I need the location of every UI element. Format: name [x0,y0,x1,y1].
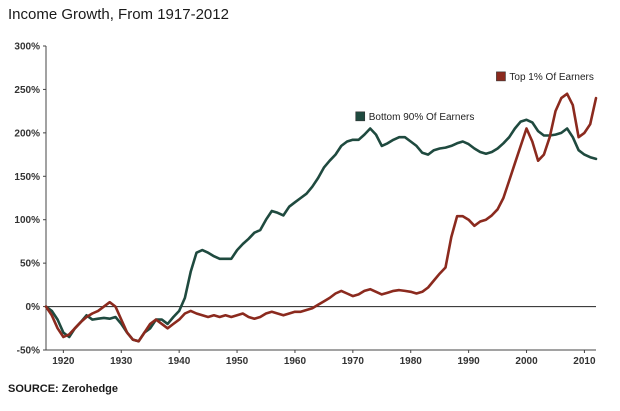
series-labels: Bottom 90% Of Earners Top 1% Of Earners [355,71,594,123]
y-tick-label: 0% [26,302,41,313]
x-tick-label: 2010 [573,356,596,367]
chart-title: Income Growth, From 1917-2012 [8,6,229,23]
x-tick-label: 1950 [226,356,249,367]
x-tick-label: 1920 [52,356,75,367]
legend-label: Bottom 90% Of Earners [369,112,475,123]
series-lines [44,92,598,343]
y-tick-label: 100% [14,215,40,226]
top-1-line [44,92,598,343]
y-tick-label: 200% [14,128,40,139]
legend-label: Top 1% Of Earners [509,72,593,83]
y-tick-label: 150% [14,172,40,183]
bottom-90-line [44,118,598,343]
y-tick-label: 300% [14,42,40,53]
x-tick-label: 1980 [400,356,423,367]
source-note: SOURCE: Zerohedge [8,383,119,395]
x-tick-label: 2000 [515,356,538,367]
legend-swatch [355,111,366,122]
y-tick-label: 50% [20,259,40,270]
x-axis-ticks: 1920 1930 1940 1950 1960 1970 1980 1990 2000 2010 [52,350,596,367]
y-axis-ticks: -50% 0% 50% 100% 150% 200% 250% 300% [14,42,46,357]
x-tick-label: 1940 [168,356,191,367]
x-tick-label: 1990 [458,356,481,367]
y-tick-label: -50% [17,346,40,357]
x-tick-label: 1960 [284,356,307,367]
x-tick-label: 1930 [110,356,133,367]
legend-swatch [496,71,506,82]
y-tick-label: 250% [14,85,40,96]
x-tick-label: 1970 [342,356,365,367]
